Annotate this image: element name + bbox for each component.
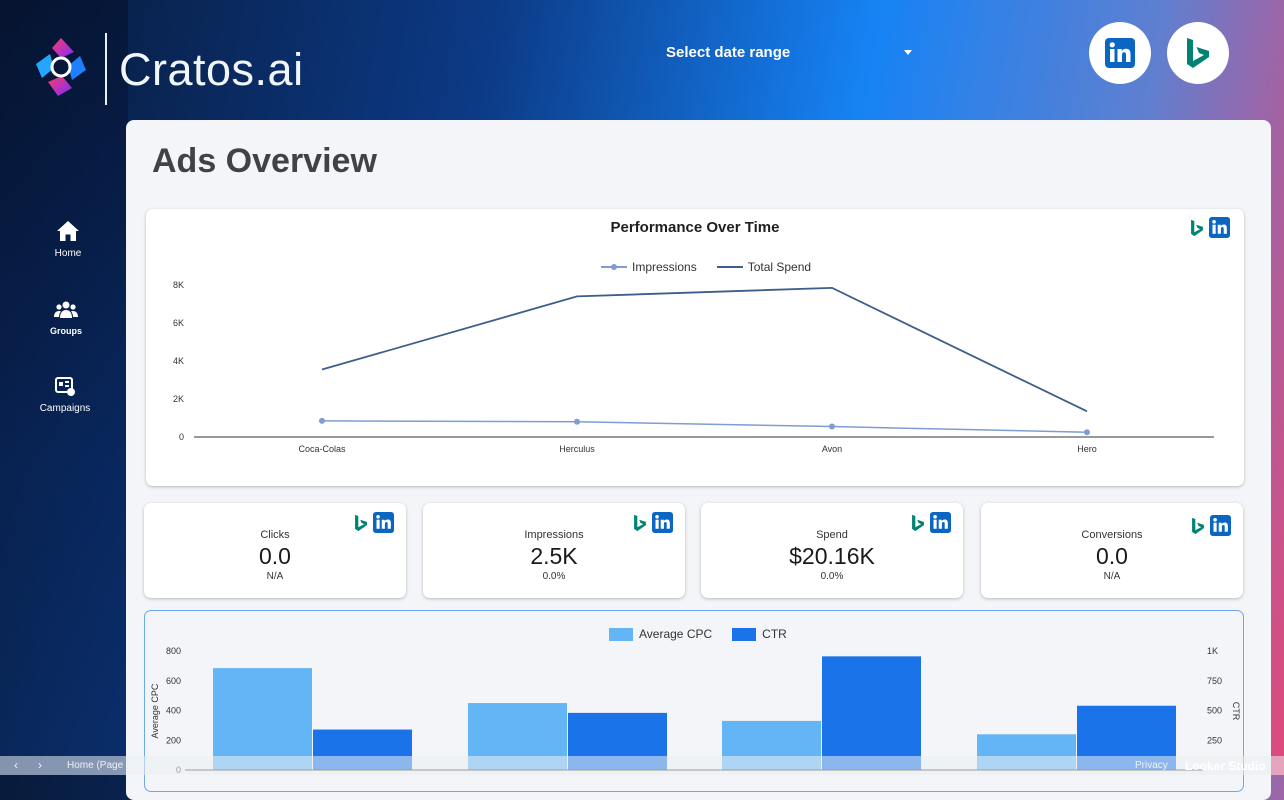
bing-icon bbox=[1191, 219, 1203, 236]
kpi-card-clicks: Clicks 0.0 N/A bbox=[144, 503, 406, 598]
kpi-card-conversions: Conversions 0.0 N/A bbox=[981, 503, 1243, 598]
legend-ctr: CTR bbox=[762, 627, 787, 641]
linkedin-icon bbox=[652, 512, 673, 533]
bar-ctr bbox=[822, 656, 921, 770]
kpi-value: 0.0 bbox=[259, 543, 291, 569]
campaigns-icon bbox=[55, 377, 75, 396]
y-axis-title: Average CPC bbox=[150, 683, 160, 738]
y2-tick-label: 1K bbox=[1207, 646, 1218, 656]
prev-page-icon[interactable]: ‹ bbox=[14, 758, 18, 772]
data-point bbox=[574, 418, 580, 425]
linkedin-filter-button[interactable] bbox=[1089, 22, 1151, 84]
legend-impressions: Impressions bbox=[632, 260, 697, 274]
brand-name: Cratos.ai bbox=[119, 44, 304, 95]
legend-swatch-ctr bbox=[732, 627, 757, 641]
logo-divider bbox=[105, 33, 107, 105]
kpi-title: Conversions bbox=[1081, 529, 1143, 541]
y2-axis-title: CTR bbox=[1231, 702, 1241, 721]
nav-label-home: Home bbox=[54, 248, 82, 259]
y2-tick-label: 750 bbox=[1207, 676, 1222, 686]
x-tick-label: Herculus bbox=[559, 444, 595, 454]
x-tick-label: Coca-Colas bbox=[298, 444, 346, 454]
data-point bbox=[319, 417, 325, 424]
y-tick-label: 0 bbox=[179, 432, 184, 442]
groups-icon bbox=[54, 301, 78, 318]
home-icon bbox=[57, 221, 79, 241]
main-panel: Ads Overview Performance Over Time Impre… bbox=[126, 120, 1271, 800]
y2-tick-label: 500 bbox=[1207, 706, 1222, 716]
legend-total-spend: Total Spend bbox=[747, 260, 812, 274]
sidebar bbox=[0, 0, 128, 775]
legend-swatch-total-spend bbox=[716, 266, 743, 268]
chart-legend[interactable]: Impressions Total Spend bbox=[601, 260, 811, 274]
legend-swatch-impressions bbox=[601, 264, 627, 270]
kpi-value: $20.16K bbox=[789, 543, 875, 569]
next-page-icon[interactable]: › bbox=[38, 758, 42, 772]
bing-icon bbox=[912, 514, 924, 531]
y-tick-label: 2K bbox=[173, 394, 184, 404]
date-range-label: Select date range bbox=[666, 44, 791, 61]
series-line-total-spend bbox=[321, 286, 1088, 413]
linkedin-icon bbox=[1209, 217, 1230, 238]
kpi-card-spend: Spend $20.16K 0.0% bbox=[701, 503, 963, 598]
x-tick-label: Hero bbox=[1077, 444, 1097, 454]
y-tick-label: 6K bbox=[173, 318, 184, 328]
kpi-value: 0.0 bbox=[1096, 543, 1128, 569]
cratos-logo-icon bbox=[36, 38, 86, 96]
bing-icon bbox=[634, 514, 646, 531]
platform-icons bbox=[354, 512, 394, 533]
kpi-value: 2.5K bbox=[530, 543, 578, 569]
y-tick-label: 4K bbox=[173, 356, 184, 366]
bing-filter-button[interactable] bbox=[1167, 22, 1229, 84]
nav-label-groups: Groups bbox=[49, 326, 82, 336]
performance-chart-card: Performance Over Time Impressions Total … bbox=[146, 209, 1244, 486]
y-tick-label: 600 bbox=[166, 676, 181, 686]
kpi-change: N/A bbox=[1103, 571, 1121, 582]
bing-icon bbox=[355, 514, 367, 531]
linkedin-icon bbox=[1210, 515, 1231, 536]
kpi-change: 0.0% bbox=[542, 571, 566, 582]
platform-icons bbox=[633, 512, 673, 533]
platform-icons bbox=[1191, 515, 1231, 536]
y-tick-label: 200 bbox=[166, 735, 181, 745]
platform-icons bbox=[911, 512, 951, 533]
performance-line-chart: 0 2K 4K 6K 8K Coca-Colas Herculus Avon Hero bbox=[173, 280, 1214, 454]
kpi-card-impressions: Impressions 2.5K 0.0% bbox=[423, 503, 685, 598]
page-title: Ads Overview bbox=[152, 142, 377, 180]
chevron-down-icon bbox=[904, 50, 912, 55]
linkedin-icon bbox=[930, 512, 951, 533]
nav-item-groups[interactable]: Groups bbox=[28, 300, 104, 336]
x-tick-label: Avon bbox=[822, 444, 842, 454]
bar-average-cpc bbox=[213, 668, 312, 770]
date-range-select[interactable]: Select date range bbox=[666, 44, 916, 66]
bing-icon bbox=[1187, 38, 1209, 68]
page-indicator[interactable]: Home (Page 1 of 3) bbox=[67, 760, 155, 771]
y2-tick-label: 250 bbox=[1207, 735, 1222, 745]
data-point bbox=[829, 423, 835, 430]
y-tick-label: 8K bbox=[173, 280, 184, 290]
looker-studio-logo: Looker Studio bbox=[1185, 759, 1266, 773]
kpi-change: N/A bbox=[266, 571, 284, 582]
linkedin-icon bbox=[373, 512, 394, 533]
nav-item-campaigns[interactable]: Campaigns bbox=[27, 375, 103, 414]
kpi-title: Impressions bbox=[524, 529, 584, 541]
kpi-change: 0.0% bbox=[820, 571, 844, 582]
legend-average-cpc: Average CPC bbox=[639, 627, 713, 641]
bing-icon bbox=[1192, 517, 1204, 534]
kpi-title: Clicks bbox=[260, 529, 290, 541]
series-line-impressions bbox=[321, 420, 1088, 433]
privacy-link[interactable]: Privacy bbox=[1135, 760, 1168, 771]
report-footer: ‹ › Home (Page 1 of 3) Privacy Looker St… bbox=[0, 756, 1284, 775]
chart-legend[interactable]: Average CPC CTR bbox=[609, 627, 787, 641]
chart-title: Performance Over Time bbox=[610, 219, 780, 236]
nav-label-campaigns: Campaigns bbox=[39, 403, 91, 414]
legend-swatch-average-cpc bbox=[609, 627, 633, 641]
nav-item-home[interactable]: Home bbox=[30, 220, 106, 259]
platform-icons bbox=[1190, 217, 1230, 238]
y-tick-label: 800 bbox=[166, 646, 181, 656]
kpi-title: Spend bbox=[816, 529, 848, 541]
linkedin-icon bbox=[1105, 38, 1135, 68]
data-point bbox=[1084, 429, 1090, 436]
y-tick-label: 400 bbox=[166, 706, 181, 716]
